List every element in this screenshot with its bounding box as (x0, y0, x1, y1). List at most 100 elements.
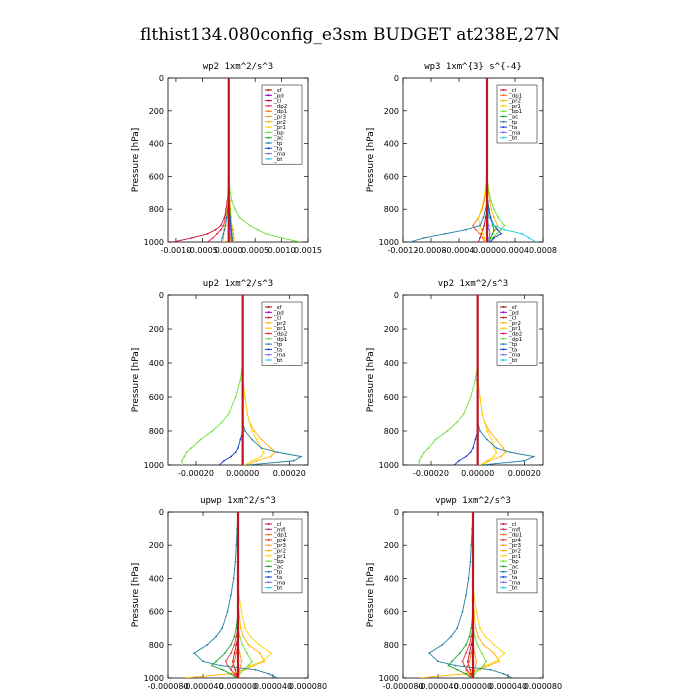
legend-entry: _ma (508, 130, 520, 136)
data-point (269, 447, 272, 449)
legend-marker (267, 544, 270, 547)
data-point (215, 635, 218, 638)
data-point (441, 643, 444, 646)
y-tick-label: 600 (384, 172, 399, 181)
data-point (458, 459, 460, 462)
legend-marker (502, 120, 505, 123)
y-tick-label: 400 (149, 140, 164, 149)
x-tick-label: -0.0008 (416, 246, 447, 255)
data-point (238, 668, 241, 671)
data-point (466, 660, 469, 663)
data-point (493, 455, 495, 458)
data-point (240, 660, 243, 663)
x-tick-label: 0.00020 (273, 469, 306, 478)
legend-marker (502, 136, 505, 139)
data-point (244, 627, 246, 630)
x-tick-label: 0.000080 (524, 682, 562, 691)
legend-entry: _ac (273, 136, 283, 142)
data-point (521, 232, 523, 235)
data-point (437, 660, 439, 663)
legend-marker (502, 528, 505, 531)
data-point (479, 627, 481, 630)
legend: _sf_pd_cl_pr2_pr1_dp2_dp1_tp_ta_ma_bt (261, 301, 303, 366)
data-point (249, 635, 252, 638)
data-point (223, 652, 226, 654)
x-tick-label: -0.0010 (160, 246, 191, 255)
series-line-ta (454, 295, 479, 465)
data-point (233, 672, 236, 675)
data-point (488, 228, 490, 231)
data-point (172, 241, 175, 242)
data-point (465, 668, 468, 671)
data-point (230, 643, 232, 646)
data-point (480, 228, 483, 231)
panel-title: wp2 1xm^2/s^3 (203, 62, 273, 72)
data-point (231, 200, 233, 202)
legend-marker (502, 99, 505, 102)
y-tick-label: 800 (149, 427, 164, 436)
legend-marker (502, 538, 505, 541)
data-point (493, 643, 495, 646)
data-point (482, 643, 485, 646)
data-point (500, 455, 502, 458)
legend-entry: _pr2 (273, 549, 286, 555)
legend-entry: _pd (273, 310, 284, 316)
data-point (190, 447, 193, 449)
legend-entry: _dp1 (508, 533, 522, 539)
data-point (470, 652, 473, 654)
data-point (238, 652, 241, 654)
data-point (468, 635, 471, 638)
legend: _cl_mfl_dp1_pr4_pr3_pr2_pr1_bp_ac_tp_ta_… (261, 518, 303, 594)
legend-entry: _sf (273, 305, 283, 311)
legend-marker (267, 353, 270, 356)
data-point (423, 237, 425, 239)
legend-entry: _sf (273, 88, 283, 94)
data-point (489, 241, 492, 242)
data-point (255, 438, 258, 441)
legend-marker (267, 89, 270, 91)
data-point (227, 413, 230, 415)
data-point (293, 459, 295, 462)
x-tick-label: -0.00020 (413, 469, 449, 478)
data-point (206, 241, 209, 242)
plot-frame (402, 294, 544, 466)
data-point (474, 664, 477, 667)
data-point (488, 237, 490, 239)
data-point (238, 635, 241, 638)
data-point (235, 672, 238, 675)
legend-entry: _ta (273, 146, 282, 152)
x-tick-label: 0.0010 (268, 246, 296, 255)
data-point (233, 643, 236, 646)
legend-entry: _dp2 (273, 104, 287, 110)
legend-marker (267, 570, 270, 573)
data-point (237, 447, 239, 449)
data-point (235, 544, 238, 547)
data-point (486, 430, 488, 432)
series-group (181, 295, 303, 465)
data-point (500, 228, 502, 231)
legend-marker (502, 549, 505, 552)
series-group (172, 78, 301, 242)
legend: _sf_pd_cl_dp2_dp1_pr3_pr2_pr1_bp_ac_tp_t… (261, 84, 303, 165)
x-tick-label: -0.0004 (444, 246, 475, 255)
legend-entry: _bt (273, 358, 283, 364)
y-tick-label: 1000 (144, 238, 164, 247)
data-point (481, 464, 484, 465)
data-point (235, 652, 238, 654)
data-point (473, 635, 476, 638)
panel-5: vpwp 1xm^2/s^3 Pressure [hPa] 0 200 400 600 80… (366, 496, 562, 691)
legend-marker (267, 147, 270, 150)
data-point (270, 652, 273, 654)
data-point (465, 672, 467, 675)
legend-entry: _dp2 (508, 332, 522, 338)
data-point (454, 664, 457, 667)
legend-marker (502, 126, 505, 129)
data-point (502, 447, 505, 449)
data-point (261, 660, 264, 663)
data-point (461, 610, 464, 613)
legend-entry: _tp (273, 141, 283, 147)
data-point (233, 660, 236, 663)
legend-entry: _bt (273, 157, 283, 163)
data-point (254, 668, 257, 671)
y-tick-label: 200 (149, 107, 164, 116)
